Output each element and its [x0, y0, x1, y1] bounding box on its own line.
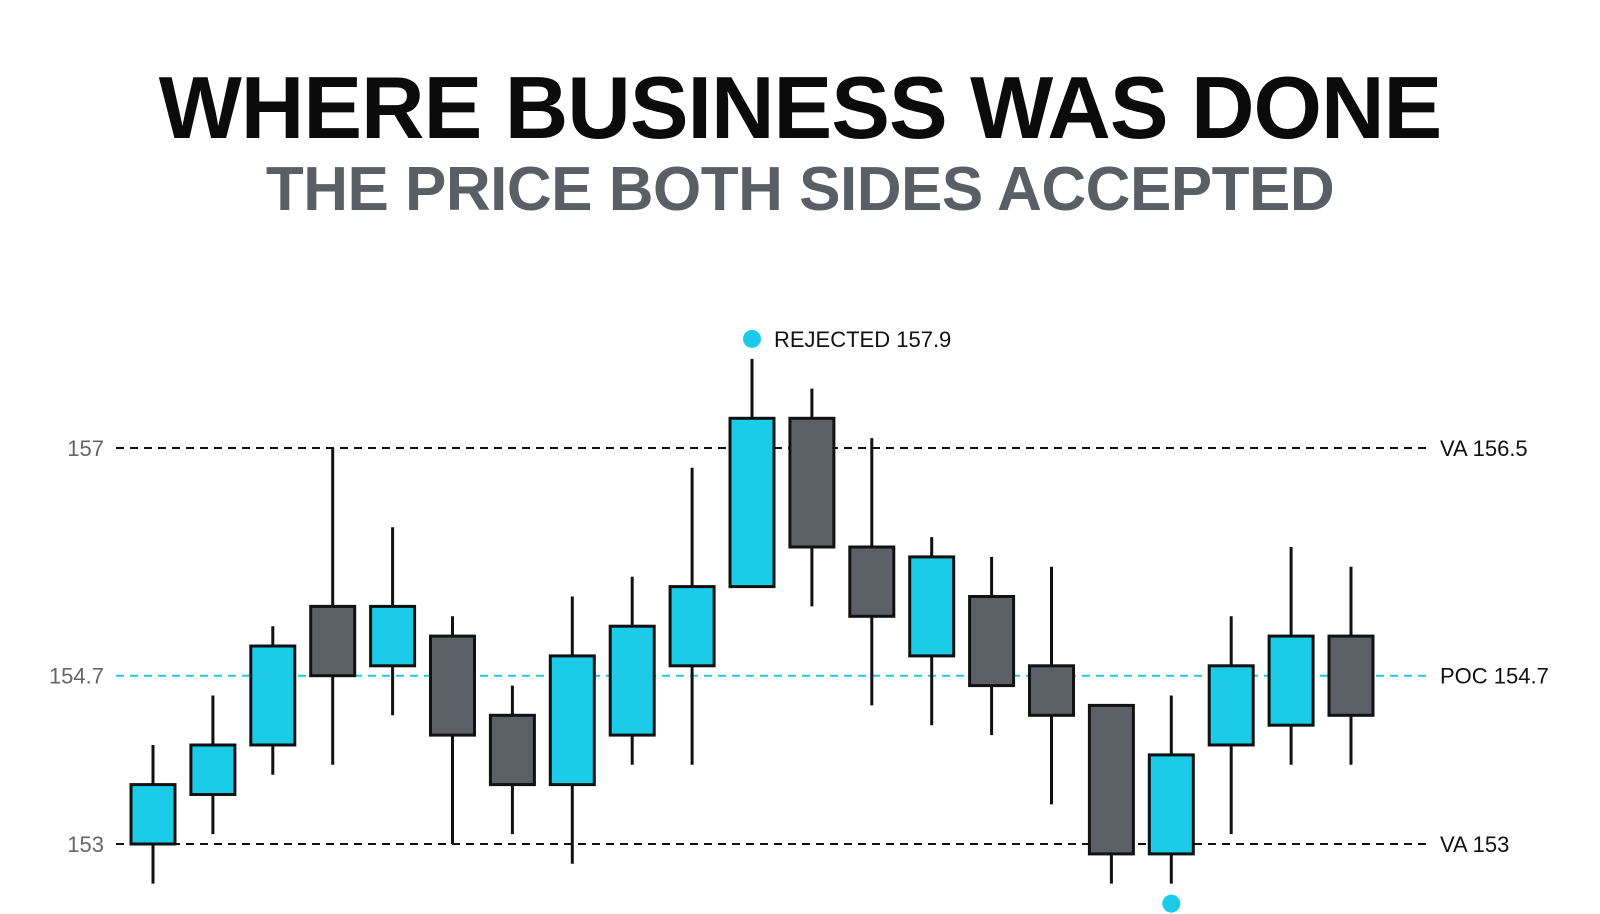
- candle-1: [189, 695, 237, 835]
- candle-body-6: [488, 713, 536, 787]
- candle-body-20: [1327, 634, 1375, 717]
- candle-18: [1207, 616, 1255, 835]
- level-label-1: POC 154.7: [1440, 664, 1549, 689]
- candle-5: [429, 616, 476, 844]
- candle-20: [1327, 566, 1375, 765]
- candle-body-8: [608, 624, 656, 737]
- candle-19: [1267, 547, 1315, 765]
- y-axis-labels: 157 154.7 153: [49, 436, 104, 857]
- y-tick-label-2: 153: [67, 832, 104, 857]
- candle-13: [908, 537, 956, 726]
- candle-body-1: [189, 743, 237, 796]
- annotation-0: REJECTED 157.9: [743, 327, 951, 352]
- candle-8: [608, 576, 656, 765]
- candle-body-12: [848, 545, 896, 618]
- candle-body-9: [668, 585, 716, 668]
- candle-body-4: [369, 604, 417, 668]
- candle-11: [788, 388, 836, 607]
- candle-body-7: [548, 654, 596, 787]
- chart-subtitle: THE PRICE BOTH SIDES ACCEPTED: [265, 155, 1335, 224]
- candle-6: [488, 685, 536, 835]
- candle-12: [848, 438, 896, 706]
- candle-body-11: [788, 416, 836, 549]
- annotation-label-0: REJECTED 157.9: [774, 327, 951, 352]
- level-label-2: VA 153: [1440, 832, 1509, 857]
- candle-17: [1147, 695, 1195, 884]
- candle-body-0: [129, 783, 177, 846]
- candle-body-13: [908, 555, 956, 658]
- candle-body-2: [249, 644, 297, 747]
- candle-body-18: [1207, 664, 1255, 747]
- candle-16: [1087, 703, 1135, 884]
- candle-body-10: [728, 416, 776, 589]
- candle-0: [129, 745, 177, 884]
- candle-3: [309, 448, 357, 765]
- candle-15: [1028, 566, 1075, 805]
- level-label-0: VA 156.5: [1440, 436, 1528, 461]
- candle-body-19: [1267, 634, 1315, 727]
- y-tick-label-0: 157: [67, 436, 104, 461]
- annotations: REJECTED 157.9 REJECTED 152.6: [743, 327, 1181, 913]
- candle-14: [968, 556, 1016, 736]
- candle-2: [249, 626, 297, 775]
- candle-body-3: [309, 604, 357, 678]
- candle-10: [728, 358, 776, 589]
- y-tick-label-1: 154.7: [49, 664, 104, 689]
- chart-title: WHERE BUSINESS WAS DONE: [158, 58, 1442, 157]
- annotation-marker-0: [743, 329, 761, 348]
- candle-7: [548, 596, 596, 864]
- candle-4: [369, 527, 417, 716]
- candle-9: [668, 467, 716, 765]
- candles: [129, 358, 1375, 884]
- annotation-1: REJECTED 152.6: [1162, 894, 1181, 913]
- level-labels: VA 156.5 POC 154.7 VA 153: [1440, 436, 1549, 857]
- candle-body-16: [1087, 703, 1135, 856]
- candle-body-5: [429, 634, 476, 737]
- annotation-marker-1: [1162, 894, 1181, 913]
- candle-body-15: [1028, 664, 1075, 717]
- candle-body-14: [968, 595, 1016, 688]
- candle-body-17: [1147, 753, 1195, 856]
